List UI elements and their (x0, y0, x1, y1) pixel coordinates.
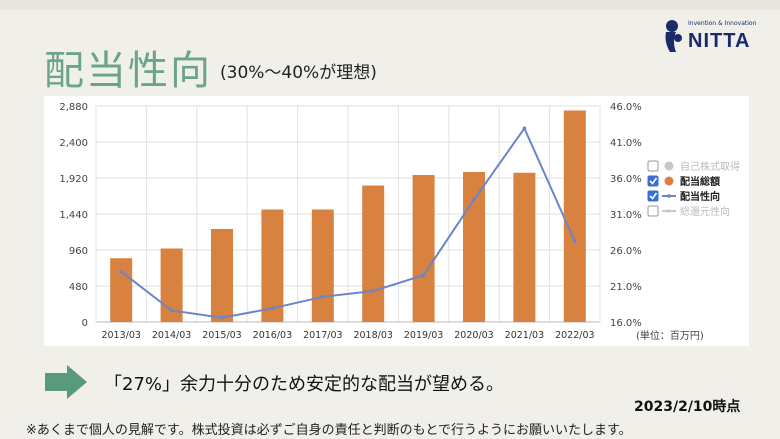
y-left-tick-label: 0 (82, 318, 88, 329)
y-right-tick-label: 26.0% (610, 246, 642, 257)
as-of-date: 2023/2/10時点 (634, 399, 741, 415)
unit-label: (単位：百万円) (636, 329, 704, 342)
payout-ratio-point (321, 295, 325, 299)
payout-ratio-point (220, 315, 224, 320)
arrow-right-icon (45, 365, 87, 399)
y-right-tick-label: 16.0% (610, 318, 642, 329)
logo-wordmark: NITTA (688, 30, 751, 52)
x-tick-label: 2019/03 (404, 330, 443, 341)
y-left-tick-label: 1,920 (59, 174, 88, 185)
legend-checkbox (647, 175, 659, 187)
payout-ratio-point (522, 126, 527, 131)
payout-ratio-point (119, 269, 123, 274)
payout-ratio-point (371, 289, 376, 293)
chart-panel: 0 480 960 1,440 1,920 2,400 2,880 16.0% 21.0% 26.… (44, 96, 749, 346)
y-right-tick-label: 21.0% (610, 282, 642, 293)
payout-ratio-point (270, 306, 275, 311)
disclaimer-note: ※あくまで個人の見解です。株式投資は必ずご自身の責任と判断のもとで行うようにお願… (26, 423, 632, 438)
y-right-tick-label: 46.0% (610, 102, 642, 113)
y-left-tick-label: 2,400 (59, 138, 88, 149)
legend-checkbox (647, 190, 659, 202)
legend-marker-line-dot (667, 194, 671, 198)
x-tick-label: 2021/03 (505, 330, 544, 341)
bar (261, 209, 284, 322)
bar (362, 185, 385, 322)
y-left-tick-label: 960 (69, 246, 88, 257)
x-tick-label: 2022/03 (555, 330, 594, 341)
legend-label: 配当性向 (680, 190, 720, 203)
check-icon (649, 177, 658, 185)
x-tick-label: 2016/03 (253, 330, 292, 341)
payout-ratio-point (169, 308, 174, 313)
x-tick-label: 2015/03 (202, 330, 241, 341)
key-message: 「27%」余力十分のため安定的な配当が望める。 (104, 374, 505, 395)
page-title: 配当性向 (44, 48, 212, 94)
legend-label: 自己株式取得 (680, 160, 740, 173)
legend-marker-line-dot (667, 209, 671, 213)
x-tick-label: 2018/03 (353, 330, 392, 341)
legend-checkbox (647, 205, 659, 217)
bar (412, 175, 435, 322)
x-tick-label: 2013/03 (101, 330, 140, 341)
bar (211, 229, 233, 322)
bar (513, 172, 536, 322)
legend-marker-dot (664, 176, 674, 186)
legend-checkbox (647, 160, 659, 172)
payout-ratio-point (472, 197, 476, 202)
y-left-tick-label: 2,880 (59, 102, 88, 113)
y-left-tick-label: 1,440 (59, 210, 88, 221)
top-band (0, 0, 780, 10)
bar (110, 258, 133, 322)
legend-label: 総還元性向 (680, 205, 730, 218)
company-logo: Invention & Innovation NITTA (662, 16, 757, 56)
x-tick-label: 2014/03 (152, 330, 191, 341)
y-right-tick-label: 36.0% (610, 174, 642, 185)
bar (311, 209, 334, 322)
y-right-tick-label: 31.0% (610, 210, 642, 221)
check-icon (649, 192, 658, 200)
payout-ratio-line (120, 126, 576, 319)
bar (160, 248, 183, 322)
x-tick-label: 2017/03 (303, 330, 342, 341)
payout-ratio-point (573, 239, 577, 244)
logo-mark-icon (665, 20, 682, 52)
logo-tagline: Invention & Innovation (688, 20, 757, 27)
y-right-tick-label: 41.0% (610, 138, 642, 149)
x-tick-label: 2020/03 (454, 330, 493, 341)
page-subtitle: (30%〜40%が理想) (220, 63, 377, 83)
y-left-tick-label: 480 (69, 282, 88, 293)
bar (563, 110, 586, 322)
legend-label: 配当総額 (680, 175, 720, 188)
dividend-chart: 0 480 960 1,440 1,920 2,400 2,880 16.0% 21.0% 26.… (59, 102, 740, 342)
legend-marker-dot (664, 161, 674, 171)
bar (463, 172, 485, 322)
payout-ratio-point (421, 273, 426, 277)
